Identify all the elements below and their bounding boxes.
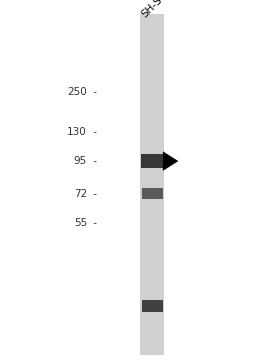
Text: 95: 95 [74,156,87,166]
Text: -: - [90,156,97,166]
Polygon shape [163,152,178,171]
Text: 130: 130 [67,127,87,137]
Text: 250: 250 [67,87,87,97]
Text: -: - [90,218,97,228]
Text: 55: 55 [74,218,87,228]
Bar [142,300,163,312]
Text: SH-SY5Y: SH-SY5Y [139,0,177,20]
Bar [140,14,164,355]
Text: -: - [90,189,97,199]
Text: 72: 72 [74,189,87,199]
Text: -: - [90,127,97,137]
Text: -: - [90,87,97,97]
Bar [141,154,164,168]
Bar [142,188,163,199]
